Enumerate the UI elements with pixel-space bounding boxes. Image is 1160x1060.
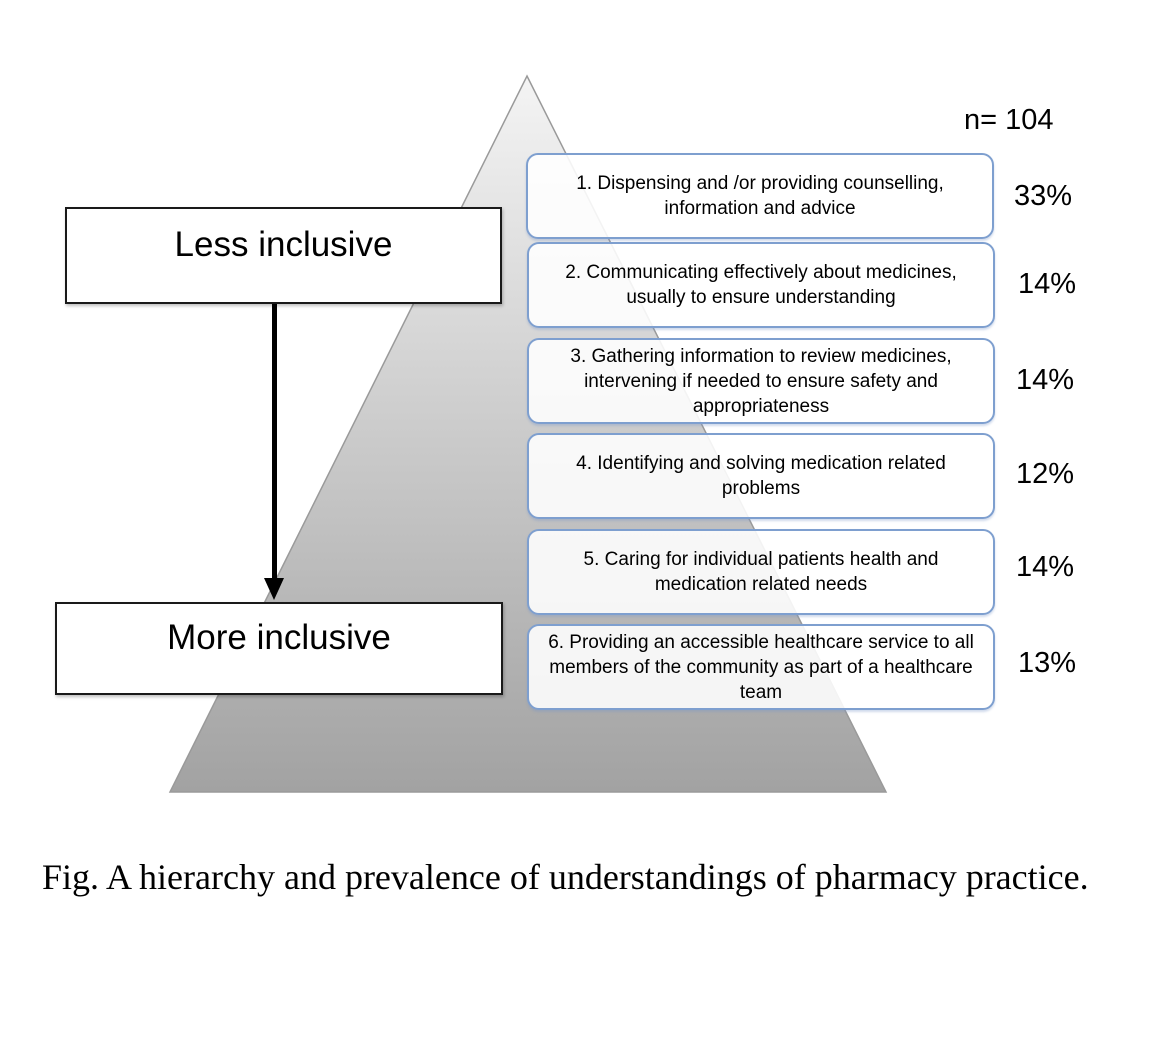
level-4-box: 4. Identifying and solving medication re… (527, 433, 995, 519)
level-1-box: 1. Dispensing and /or providing counsell… (526, 153, 994, 239)
level-5-percent: 14% (1016, 551, 1075, 583)
level-1-text: 1. Dispensing and /or providing counsell… (576, 173, 944, 219)
level-2-text: 2. Communicating effectively about medic… (565, 262, 957, 308)
more-inclusive-box: More inclusive (55, 602, 503, 695)
level-5-text: 5. Caring for individual patients health… (583, 549, 939, 595)
level-2-percent: 14% (1018, 268, 1077, 300)
less-inclusive-box: Less inclusive (65, 207, 502, 304)
less-inclusive-label: Less inclusive (174, 224, 393, 264)
level-6-percent: 13% (1018, 647, 1077, 679)
level-6-text: 6. Providing an accessible healthcare se… (548, 631, 974, 703)
level-1-percent: 33% (1014, 180, 1073, 212)
level-4-text: 4. Identifying and solving medication re… (576, 453, 946, 499)
sample-size: n= 104 (964, 104, 1054, 136)
arrow-down-icon (264, 578, 284, 600)
inclusiveness-arrow (272, 304, 277, 580)
level-4-percent: 12% (1016, 458, 1075, 490)
level-3-text: 3. Gathering information to review medic… (570, 345, 952, 417)
level-6-box: 6. Providing an accessible healthcare se… (527, 624, 995, 710)
level-5-box: 5. Caring for individual patients health… (527, 529, 995, 615)
level-3-box: 3. Gathering information to review medic… (527, 338, 995, 424)
more-inclusive-label: More inclusive (167, 617, 391, 657)
figure-caption: Fig. A hierarchy and prevalence of under… (42, 857, 1089, 897)
level-2-box: 2. Communicating effectively about medic… (527, 242, 995, 328)
level-3-percent: 14% (1016, 364, 1075, 396)
